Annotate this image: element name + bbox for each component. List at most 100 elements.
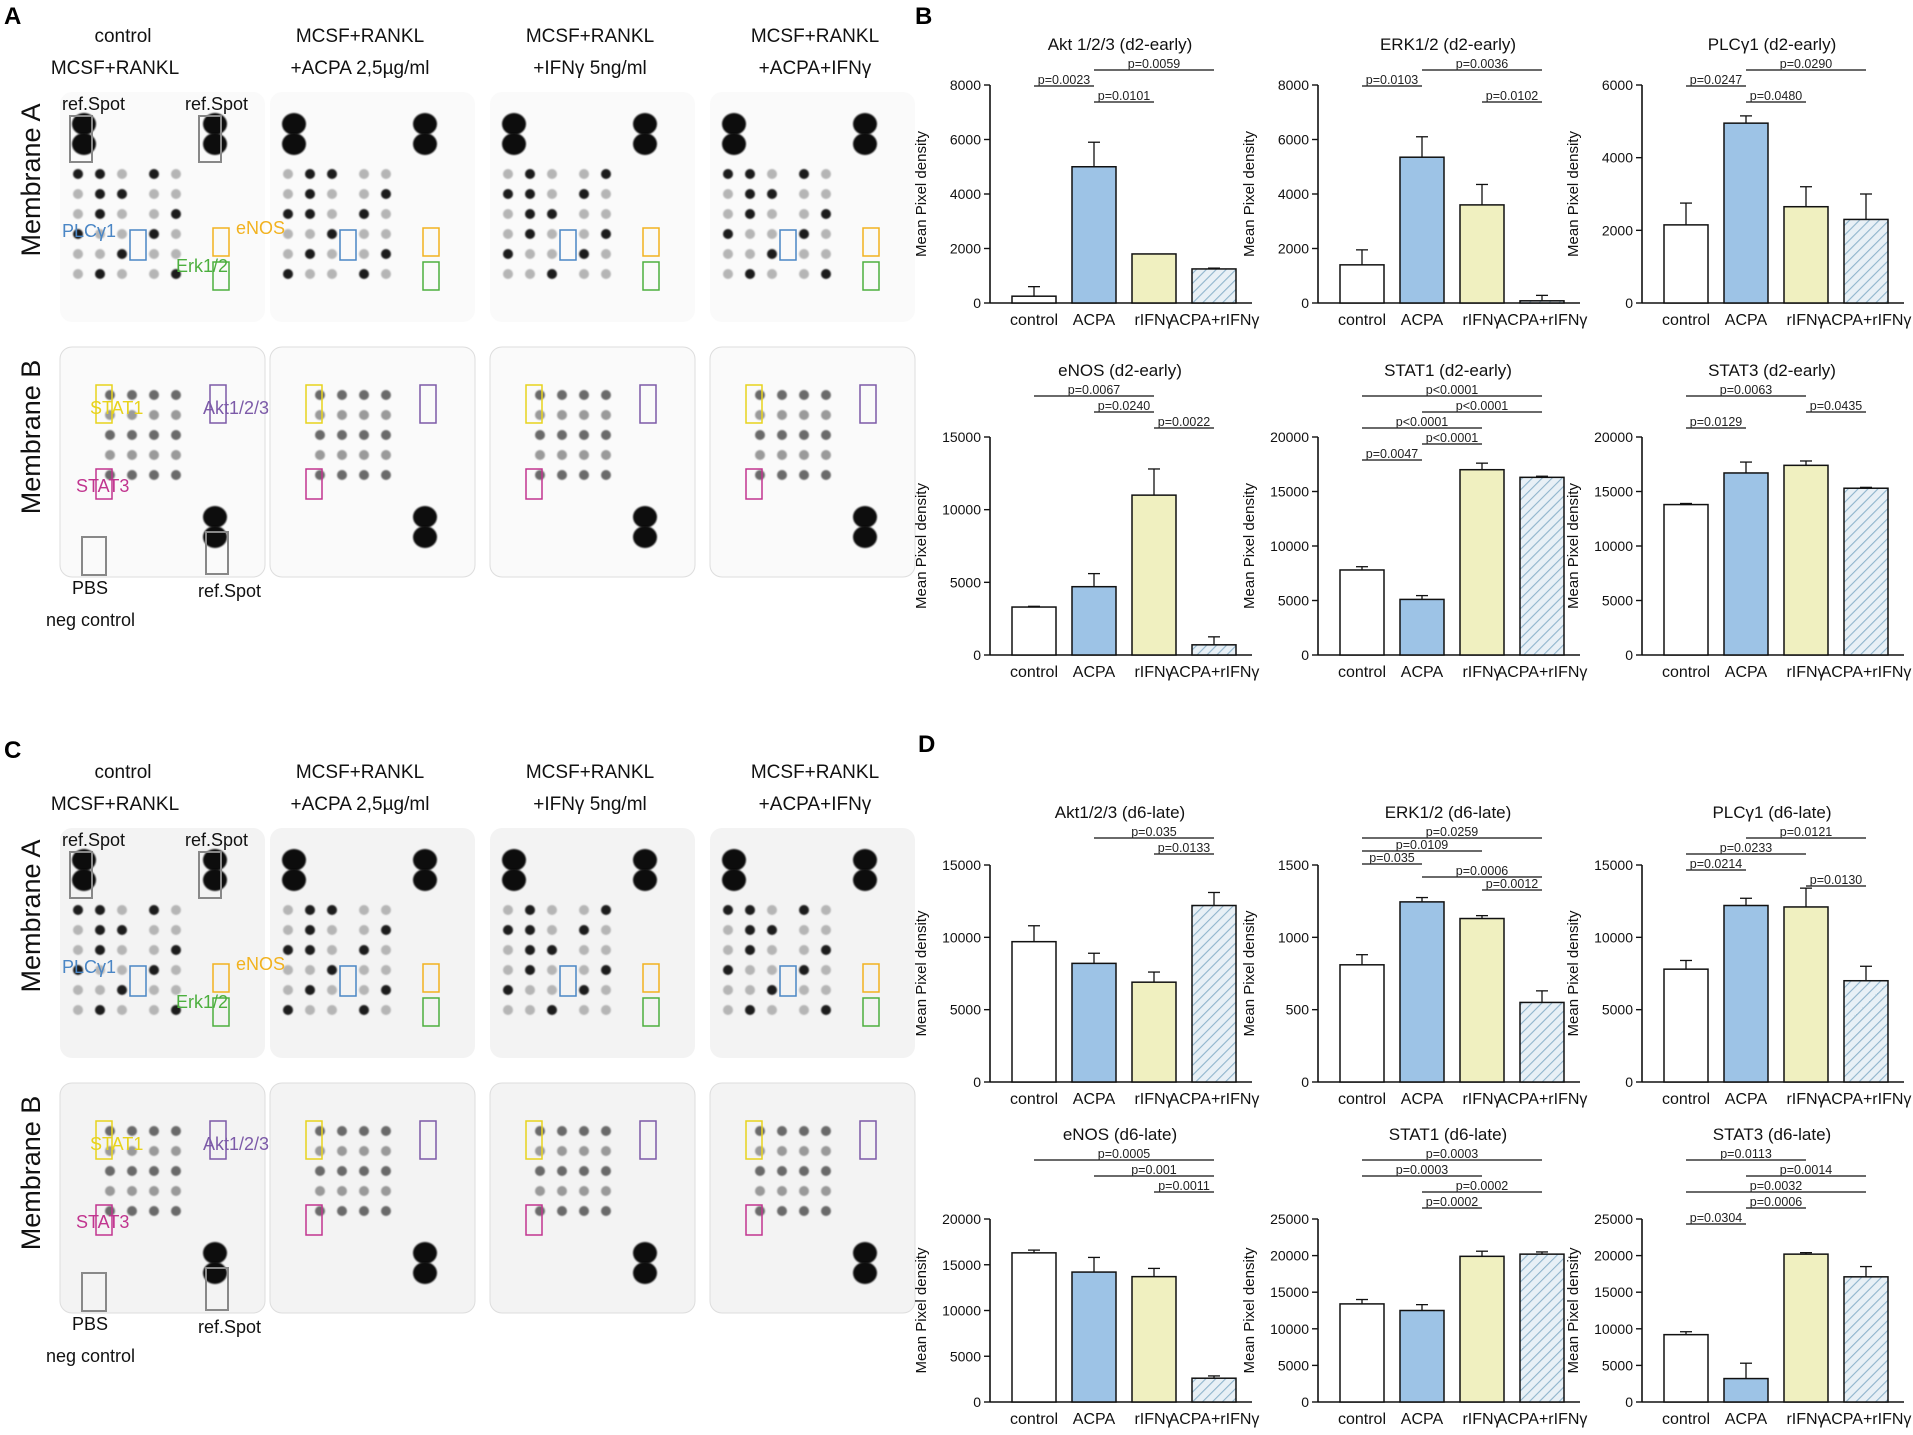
antibody-spot — [821, 269, 831, 279]
stat1-box — [745, 1120, 763, 1160]
akt-box — [209, 1120, 227, 1160]
antibody-spot — [799, 470, 809, 480]
antibody-spot — [601, 1186, 611, 1196]
antibody-spot — [149, 1186, 159, 1196]
category-label: ACPA — [1073, 664, 1116, 681]
stat1-box — [745, 384, 763, 424]
p-value-label: p=0.0012 — [1486, 877, 1539, 891]
membrane-background — [269, 1082, 476, 1314]
bar — [1191, 1377, 1237, 1403]
antibody-spot — [315, 410, 325, 420]
y-tick-label: 10000 — [1270, 1321, 1309, 1337]
bar-chart: eNOS (d6-late) Mean Pixel density 0 5000 100… — [913, 1125, 1259, 1428]
reference-spot — [722, 133, 746, 155]
category-label: control — [1010, 664, 1058, 681]
reference-spot — [203, 506, 227, 528]
bar — [1783, 906, 1829, 1083]
stat3-box — [745, 468, 763, 500]
antibody-spot — [579, 1166, 589, 1176]
bar — [1399, 598, 1445, 656]
y-tick-label: 6000 — [1278, 132, 1309, 148]
antibody-spot — [821, 470, 831, 480]
antibody-spot — [799, 269, 809, 279]
antibody-spot — [315, 1146, 325, 1156]
p-value-label: p=0.0003 — [1426, 1147, 1479, 1161]
antibody-spot — [95, 945, 105, 955]
bar — [1783, 1253, 1829, 1403]
chart-title: STAT3 (d2-early) — [1708, 361, 1836, 380]
antibody-spot — [755, 470, 765, 480]
antibody-spot — [547, 945, 557, 955]
membrane-label: Membrane A — [16, 839, 46, 992]
antibody-spot — [601, 229, 611, 239]
antibody-spot — [799, 410, 809, 420]
antibody-spot — [745, 269, 755, 279]
antibody-spot — [821, 1206, 831, 1216]
bar — [1339, 569, 1385, 656]
antibody-spot — [821, 985, 831, 995]
membrane-background — [59, 1082, 266, 1314]
category-label: ACPA+rIFNγ — [1821, 1091, 1912, 1108]
y-tick-label: 2000 — [1278, 241, 1309, 257]
y-tick-label: 0 — [973, 1394, 981, 1410]
y-axis-label: Mean Pixel density — [1241, 910, 1258, 1036]
y-tick-label: 25000 — [1270, 1211, 1309, 1227]
p-value-label: p=0.0014 — [1780, 1163, 1833, 1177]
akt-box — [859, 384, 877, 424]
enos-box — [212, 963, 230, 993]
plcg1-box — [129, 229, 147, 261]
y-tick-label: 10000 — [1594, 1321, 1633, 1337]
antibody-spot — [381, 1146, 391, 1156]
antibody-spot — [745, 965, 755, 975]
membrane-background — [489, 1082, 696, 1314]
category-label: ACPA+rIFNγ — [1169, 664, 1260, 681]
category-label: control — [1662, 1411, 1710, 1428]
plcg1-box — [559, 965, 577, 997]
antibody-spot — [579, 189, 589, 199]
category-label: ACPA+rIFNγ — [1821, 312, 1912, 329]
chart-title: STAT3 (d6-late) — [1713, 1125, 1831, 1144]
chart-title: Akt1/2/3 (d6-late) — [1055, 803, 1185, 822]
antibody-spot — [117, 985, 127, 995]
bar — [1191, 268, 1237, 304]
antibody-spot — [601, 1146, 611, 1156]
erk-box — [212, 261, 230, 291]
antibody-spot — [767, 965, 777, 975]
y-tick-label: 2000 — [1602, 222, 1633, 238]
antibody-spot — [117, 229, 127, 239]
antibody-spot — [327, 269, 337, 279]
p-value-label: p=0.0101 — [1098, 89, 1151, 103]
antibody-spot — [767, 209, 777, 219]
antibody-spot — [557, 390, 567, 400]
antibody-spot — [305, 965, 315, 975]
y-axis-label: Mean Pixel density — [1565, 483, 1582, 609]
category-label: ACPA+rIFNγ — [1821, 1411, 1912, 1428]
antibody-spot — [337, 1206, 347, 1216]
reference-spot — [413, 133, 437, 155]
antibody-spot — [381, 470, 391, 480]
bar — [1011, 295, 1057, 304]
antibody-spot — [149, 390, 159, 400]
antibody-spot — [359, 925, 369, 935]
y-tick-label: 10000 — [1270, 538, 1309, 554]
ref-spot-label: ref.Spot — [62, 830, 125, 850]
antibody-spot — [381, 1166, 391, 1176]
antibody-spot — [525, 209, 535, 219]
antibody-spot — [171, 390, 181, 400]
stat3-box — [525, 1204, 543, 1236]
antibody-spot — [305, 169, 315, 179]
y-axis-label: Mean Pixel density — [1565, 1247, 1582, 1373]
antibody-spot — [755, 1186, 765, 1196]
antibody-spot — [149, 1126, 159, 1136]
p-value-label: p=0.0109 — [1396, 838, 1449, 852]
antibody-spot — [171, 470, 181, 480]
bar-chart: PLCγ1 (d2-early) Mean Pixel density 0 2000 4… — [1565, 35, 1911, 329]
p-value-label: p=0.001 — [1131, 1163, 1177, 1177]
antibody-spot — [315, 1206, 325, 1216]
antibody-spot — [767, 905, 777, 915]
antibody-spot — [755, 1166, 765, 1176]
antibody-spot — [381, 430, 391, 440]
antibody-spot — [525, 169, 535, 179]
antibody-spot — [283, 209, 293, 219]
bar — [1723, 1377, 1769, 1403]
